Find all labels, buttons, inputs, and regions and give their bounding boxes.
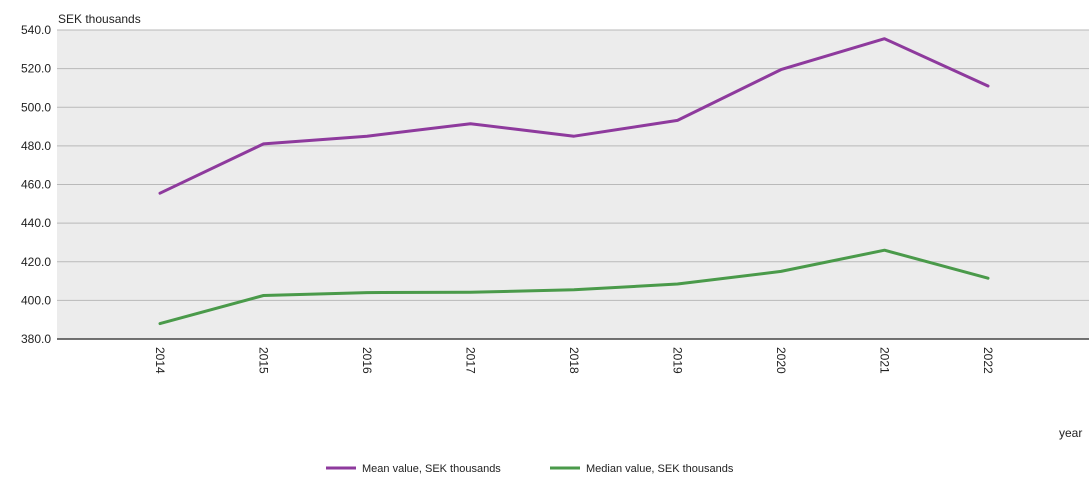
legend: Mean value, SEK thousands Median value, S… xyxy=(326,463,734,475)
x-tick-label: 2021 xyxy=(878,347,892,374)
y-axis-label: SEK thousands xyxy=(58,12,141,26)
y-tick-label: 460.0 xyxy=(21,178,51,192)
y-tick-label: 500.0 xyxy=(21,100,51,114)
x-axis-ticks: 2014 2015 2016 2017 2018 2019 2020 2021 2022 xyxy=(153,347,995,374)
y-tick-label: 520.0 xyxy=(21,62,51,76)
y-tick-label: 440.0 xyxy=(21,216,51,230)
y-tick-label: 400.0 xyxy=(21,293,51,307)
x-axis-label: year xyxy=(1059,426,1082,440)
legend-item: Median value, SEK thousands xyxy=(550,463,734,475)
legend-label: Median value, SEK thousands xyxy=(586,463,734,475)
x-tick: 2016 xyxy=(360,347,374,374)
series-line xyxy=(158,37,990,195)
y-tick-label: 420.0 xyxy=(21,255,51,269)
x-tick-label: 2018 xyxy=(567,347,581,374)
x-tick: 2021 xyxy=(878,347,892,374)
x-tick-label: 2017 xyxy=(464,347,478,374)
x-tick: 2015 xyxy=(257,347,271,374)
x-tick: 2020 xyxy=(774,347,788,374)
x-tick-label: 2014 xyxy=(153,347,167,374)
y-tick-label: 540.0 xyxy=(21,23,51,37)
y-axis-ticks: 540.0 520.0 500.0 480.0 460.0 440.0 420.0 400.0… xyxy=(21,23,51,346)
x-tick: 2018 xyxy=(567,347,581,374)
x-tick-label: 2015 xyxy=(257,347,271,374)
x-tick-label: 2019 xyxy=(671,347,685,374)
x-tick: 2022 xyxy=(981,347,995,374)
x-tick-label: 2020 xyxy=(774,347,788,374)
x-tick: 2014 xyxy=(153,347,167,374)
series-line xyxy=(158,248,990,326)
y-tick-label: 480.0 xyxy=(21,139,51,153)
y-tick-label: 380.0 xyxy=(21,332,51,346)
x-tick-label: 2016 xyxy=(360,347,374,374)
x-tick: 2019 xyxy=(671,347,685,374)
x-tick: 2017 xyxy=(464,347,478,374)
series-lines xyxy=(158,37,990,326)
x-tick-label: 2022 xyxy=(981,347,995,374)
legend-item: Mean value, SEK thousands xyxy=(326,463,501,475)
legend-label: Mean value, SEK thousands xyxy=(362,463,501,475)
